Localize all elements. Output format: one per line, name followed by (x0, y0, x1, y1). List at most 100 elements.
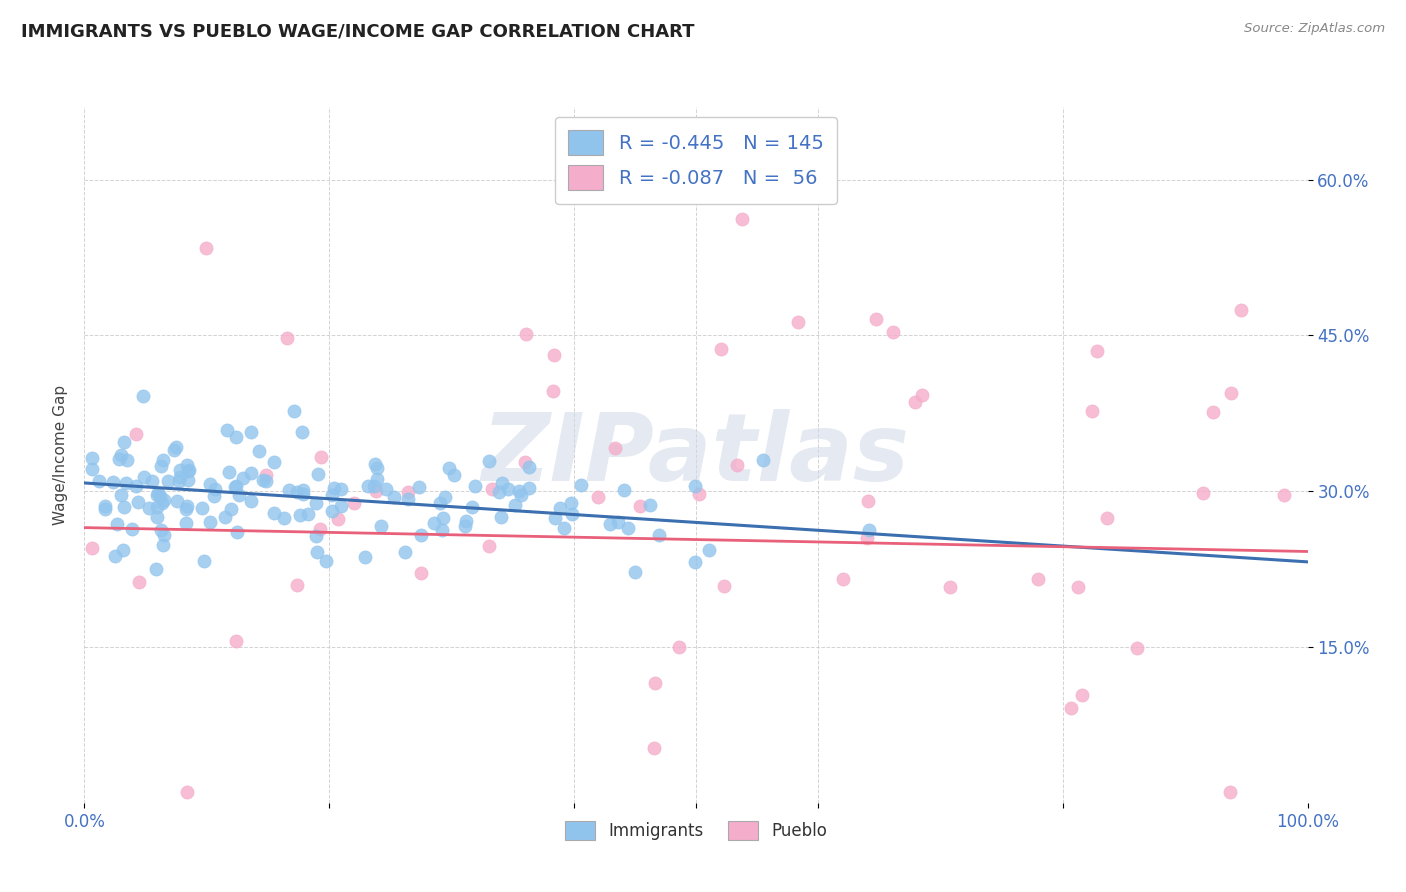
Point (146, 500, 169, 514)
Point (148, 486, 170, 500)
Point (228, 488, 250, 502)
Point (865, 311, 887, 326)
Point (605, 441, 627, 455)
Point (114, 475, 136, 490)
Point (121, 522, 143, 536)
Point (478, 539, 501, 553)
Point (292, 487, 315, 501)
Point (856, 531, 879, 545)
Point (225, 430, 247, 444)
Point (150, 458, 173, 473)
Point (375, 482, 398, 496)
Point (283, 404, 305, 418)
Point (548, 501, 571, 516)
Point (832, 572, 855, 586)
Point (195, 241, 218, 255)
Point (152, 538, 174, 552)
Point (219, 501, 242, 516)
Point (176, 501, 198, 516)
Point (481, 482, 503, 496)
Point (176, 499, 198, 513)
Point (429, 495, 451, 509)
Point (305, 528, 328, 542)
Point (443, 467, 465, 482)
Y-axis label: Wage/Income Gap: Wage/Income Gap (52, 384, 67, 525)
Point (1219, 785, 1241, 799)
Point (315, 554, 337, 568)
Point (688, 487, 710, 501)
Point (128, 575, 150, 590)
Point (239, 494, 262, 508)
Point (517, 481, 540, 495)
Point (145, 510, 167, 524)
Point (515, 327, 537, 342)
Point (218, 465, 240, 479)
Point (177, 464, 200, 478)
Point (166, 494, 188, 508)
Point (105, 516, 128, 531)
Point (411, 528, 433, 542)
Point (508, 483, 530, 498)
Point (1085, 344, 1108, 359)
Point (138, 501, 160, 516)
Point (89, 475, 111, 489)
Point (1202, 404, 1225, 418)
Point (226, 524, 249, 539)
Point (357, 479, 380, 493)
Point (643, 741, 665, 756)
Point (510, 488, 533, 502)
Point (214, 509, 236, 524)
Point (437, 460, 460, 475)
Point (515, 455, 537, 469)
Point (710, 343, 733, 357)
Point (110, 448, 132, 462)
Point (858, 523, 880, 537)
Point (94, 499, 117, 513)
Point (305, 545, 328, 559)
Point (152, 493, 174, 508)
Point (491, 510, 513, 524)
Point (108, 452, 131, 467)
Point (1026, 573, 1049, 587)
Point (683, 555, 706, 569)
Point (456, 514, 478, 528)
Point (1070, 688, 1092, 702)
Point (326, 512, 349, 526)
Point (647, 528, 669, 542)
Legend: Immigrants, Pueblo: Immigrants, Pueblo (558, 814, 834, 847)
Point (638, 498, 661, 512)
Point (285, 484, 308, 499)
Point (112, 434, 135, 449)
Point (396, 485, 419, 500)
Point (288, 508, 311, 523)
Point (561, 507, 583, 521)
Point (177, 473, 200, 487)
Point (644, 675, 666, 690)
Point (174, 516, 197, 531)
Point (1081, 404, 1104, 418)
Point (163, 443, 186, 458)
Point (1059, 701, 1081, 715)
Point (240, 466, 263, 480)
Point (464, 479, 486, 493)
Point (668, 640, 690, 654)
Point (727, 458, 749, 472)
Point (104, 549, 127, 563)
Point (169, 463, 191, 477)
Text: IMMIGRANTS VS PUEBLO WAGE/INCOME GAP CORRELATION CHART: IMMIGRANTS VS PUEBLO WAGE/INCOME GAP COR… (21, 22, 695, 40)
Point (273, 510, 295, 524)
Point (152, 453, 174, 467)
Point (382, 490, 405, 504)
Point (544, 511, 567, 525)
Point (176, 458, 198, 473)
Point (1126, 641, 1149, 656)
Point (588, 491, 610, 505)
Point (321, 487, 343, 501)
Point (713, 579, 735, 593)
Point (82, 450, 104, 465)
Point (423, 516, 446, 531)
Point (343, 496, 366, 510)
Point (112, 500, 135, 514)
Point (541, 384, 564, 398)
Point (606, 515, 628, 529)
